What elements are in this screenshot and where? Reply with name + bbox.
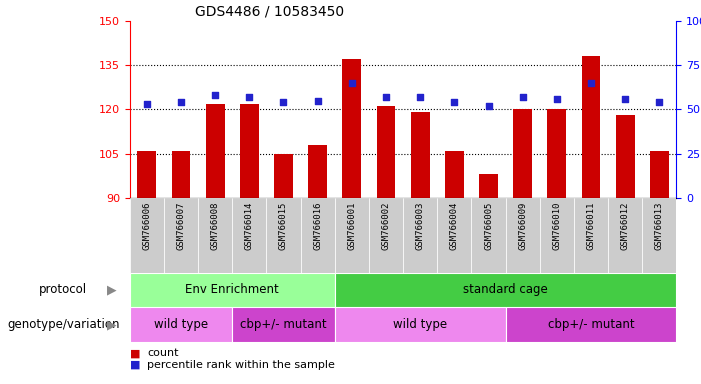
- Bar: [403, 198, 437, 273]
- Text: GSM766005: GSM766005: [484, 202, 493, 250]
- Text: ■: ■: [130, 348, 140, 358]
- Text: genotype/variation: genotype/variation: [7, 318, 119, 331]
- Bar: [437, 198, 471, 273]
- Text: wild type: wild type: [154, 318, 208, 331]
- Bar: [411, 113, 430, 198]
- Bar: [335, 307, 505, 342]
- Bar: [615, 115, 634, 198]
- Bar: [172, 151, 191, 198]
- Text: GSM766012: GSM766012: [620, 202, 629, 250]
- Point: [620, 96, 631, 102]
- Text: GSM766013: GSM766013: [655, 202, 664, 250]
- Text: GDS4486 / 10583450: GDS4486 / 10583450: [196, 5, 344, 18]
- Bar: [164, 198, 198, 273]
- Text: GSM766016: GSM766016: [313, 202, 322, 250]
- Point: [585, 80, 597, 86]
- Text: GSM766014: GSM766014: [245, 202, 254, 250]
- Point: [278, 99, 289, 106]
- Text: GSM766003: GSM766003: [416, 202, 425, 250]
- Bar: [274, 154, 293, 198]
- Bar: [540, 198, 574, 273]
- Bar: [342, 60, 361, 198]
- Text: Env Enrichment: Env Enrichment: [185, 283, 279, 296]
- Bar: [335, 198, 369, 273]
- Bar: [608, 198, 642, 273]
- Bar: [137, 151, 156, 198]
- Bar: [369, 198, 403, 273]
- Bar: [376, 106, 395, 198]
- Point: [346, 80, 358, 86]
- Text: GSM766008: GSM766008: [210, 202, 219, 250]
- Bar: [130, 198, 164, 273]
- Point: [414, 94, 426, 100]
- Bar: [479, 174, 498, 198]
- Point: [654, 99, 665, 106]
- Text: GSM766011: GSM766011: [587, 202, 596, 250]
- Text: protocol: protocol: [39, 283, 87, 296]
- Text: ▶: ▶: [107, 283, 117, 296]
- Point: [517, 94, 529, 100]
- Text: percentile rank within the sample: percentile rank within the sample: [147, 360, 335, 370]
- Bar: [650, 151, 669, 198]
- Text: GSM766006: GSM766006: [142, 202, 151, 250]
- Bar: [232, 198, 266, 273]
- Text: GSM766004: GSM766004: [450, 202, 459, 250]
- Point: [312, 98, 323, 104]
- Point: [210, 92, 221, 98]
- Text: GSM766002: GSM766002: [381, 202, 390, 250]
- Text: GSM766010: GSM766010: [552, 202, 562, 250]
- Text: cbp+/- mutant: cbp+/- mutant: [240, 318, 327, 331]
- Bar: [471, 198, 505, 273]
- Text: GSM766001: GSM766001: [347, 202, 356, 250]
- Bar: [266, 198, 301, 273]
- Bar: [547, 109, 566, 198]
- Point: [175, 99, 186, 106]
- Point: [483, 103, 494, 109]
- Text: GSM766007: GSM766007: [177, 202, 186, 250]
- Text: ▶: ▶: [107, 318, 117, 331]
- Bar: [642, 198, 676, 273]
- Text: cbp+/- mutant: cbp+/- mutant: [547, 318, 634, 331]
- Text: GSM766009: GSM766009: [518, 202, 527, 250]
- Bar: [335, 273, 676, 307]
- Bar: [574, 198, 608, 273]
- Bar: [505, 198, 540, 273]
- Point: [244, 94, 255, 100]
- Bar: [130, 273, 335, 307]
- Bar: [582, 56, 601, 198]
- Bar: [301, 198, 335, 273]
- Bar: [130, 307, 232, 342]
- Point: [141, 101, 152, 107]
- Bar: [505, 307, 676, 342]
- Text: ■: ■: [130, 360, 140, 370]
- Text: GSM766015: GSM766015: [279, 202, 288, 250]
- Point: [449, 99, 460, 106]
- Bar: [240, 104, 259, 198]
- Bar: [308, 145, 327, 198]
- Bar: [445, 151, 464, 198]
- Point: [551, 96, 562, 102]
- Bar: [513, 109, 532, 198]
- Bar: [198, 198, 232, 273]
- Point: [381, 94, 392, 100]
- Text: count: count: [147, 348, 179, 358]
- Text: wild type: wild type: [393, 318, 447, 331]
- Text: standard cage: standard cage: [463, 283, 548, 296]
- Bar: [232, 307, 335, 342]
- Bar: [205, 104, 224, 198]
